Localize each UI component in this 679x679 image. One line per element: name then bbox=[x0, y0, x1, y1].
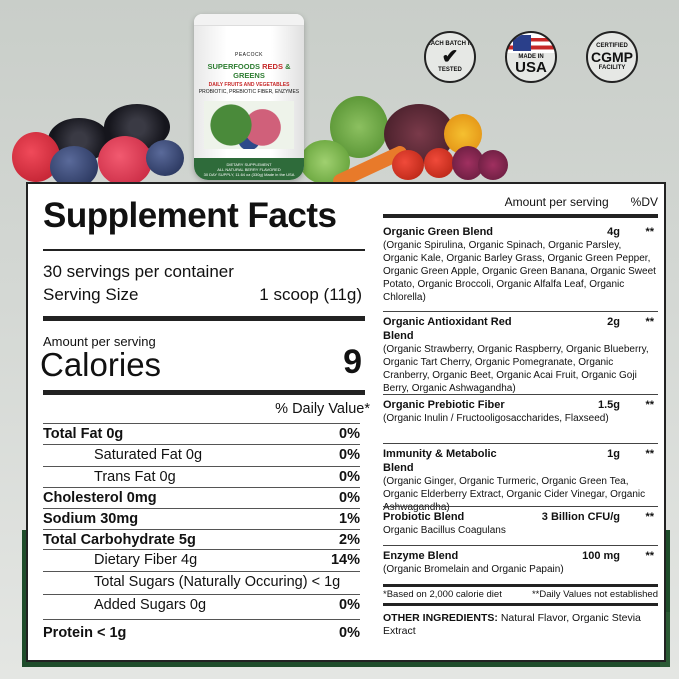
supplement-facts-panel bbox=[26, 182, 666, 662]
checkmark-icon: ✔ bbox=[441, 46, 459, 68]
blend-amount: 2g bbox=[607, 316, 620, 328]
blend-dv: ** bbox=[645, 550, 654, 562]
nutrient-dv: 0% bbox=[339, 469, 360, 485]
nutrient-label: Added Sugars 0g bbox=[94, 597, 207, 613]
nutrient-dv: 0% bbox=[339, 624, 360, 641]
blend-item: Probiotic Blend 3 Billion CFU/g ** Organic … bbox=[383, 510, 658, 537]
blend-amount: 100 mg bbox=[582, 550, 620, 562]
blend-name: Enzyme Blend bbox=[383, 550, 459, 562]
nutrient-row: Protein < 1g 0% bbox=[43, 619, 360, 645]
product-name: SUPERFOODS REDS & GREENS bbox=[207, 62, 291, 80]
blend-ingredients: (Organic Spirulina, Organic Spinach, Org… bbox=[383, 240, 656, 303]
blend-item: Immunity & Metabolic Blend 1g ** (Organic G… bbox=[383, 447, 658, 514]
nutrient-row: Cholesterol 0mg 0% bbox=[43, 487, 360, 508]
thick-divider bbox=[43, 390, 365, 395]
blend-ingredients: (Organic Bromelain and Organic Papain) bbox=[383, 564, 564, 575]
blend-item: Organic Antioxidant Red Blend 2g ** (Organi… bbox=[383, 315, 658, 395]
blend-name: Organic Prebiotic Fiber bbox=[383, 399, 505, 411]
calories-value: 9 bbox=[343, 343, 362, 381]
blend-ingredients: (Organic Ginger, Organic Turmeric, Organ… bbox=[383, 476, 646, 513]
nutrient-dv: 14% bbox=[330, 552, 360, 568]
divider bbox=[383, 545, 658, 546]
divider bbox=[383, 443, 658, 444]
thick-divider bbox=[383, 603, 658, 606]
nutrient-label: Total Carbohydrate 5g bbox=[43, 532, 196, 548]
blends-header: Amount per serving %DV bbox=[504, 195, 658, 209]
nutrient-label: Saturated Fat 0g bbox=[94, 447, 203, 463]
nutrient-row: Saturated Fat 0g 0% bbox=[43, 444, 360, 465]
other-ingredients: OTHER INGREDIENTS: Natural Flavor, Organ… bbox=[383, 612, 641, 637]
blend-dv: ** bbox=[645, 316, 654, 328]
product-subtitle: DAILY FRUITS AND VEGETABLES bbox=[208, 82, 290, 88]
nutrient-label: Total Sugars (Naturally Occuring) < 1g bbox=[94, 574, 341, 590]
product-tagline: PROBIOTIC, PREBIOTIC FIBER, ENZYMES bbox=[198, 89, 300, 95]
daily-value-header: % Daily Value* bbox=[275, 401, 370, 417]
nutrient-dv: 0% bbox=[339, 490, 360, 506]
nutrient-label: Protein < 1g bbox=[43, 624, 127, 641]
blend-amount: 3 Billion CFU/g bbox=[541, 511, 620, 523]
product-jar-image: PEACOCK SUPERFOODS REDS & GREENS DAILY F… bbox=[194, 14, 304, 180]
cgmp-badge: CERTIFIED CGMP FACILITY bbox=[586, 31, 638, 83]
nutrient-label: Total Fat 0g bbox=[43, 426, 124, 442]
nutrient-row: Sodium 30mg 1% bbox=[43, 508, 360, 529]
blend-item: Organic Green Blend 4g ** (Organic Spirulin… bbox=[383, 225, 658, 304]
blend-item: Enzyme Blend 100 mg ** (Organic Bromelain a… bbox=[383, 549, 658, 576]
us-flag-icon bbox=[513, 35, 531, 51]
calories-label: Calories bbox=[40, 346, 162, 383]
blend-name: Organic Green Blend bbox=[383, 226, 494, 238]
blend-name: Probiotic Blend bbox=[383, 511, 465, 523]
blend-item: Organic Prebiotic Fiber 1.5g ** (Organic In… bbox=[383, 398, 658, 425]
serving-size-value: 1 scoop (11g) bbox=[259, 285, 362, 304]
thick-divider bbox=[43, 316, 365, 321]
nutrient-row: Added Sugars 0g 0% bbox=[43, 594, 360, 615]
blend-ingredients: (Organic Strawberry, Organic Raspberry, … bbox=[383, 344, 649, 394]
nutrient-row: Total Carbohydrate 5g 2% bbox=[43, 529, 360, 550]
facts-title: Supplement Facts bbox=[43, 196, 337, 235]
batch-tested-badge: EACH BATCH IS ✔ TESTED bbox=[424, 31, 476, 83]
divider bbox=[383, 311, 658, 312]
amount-per-serving: Amount per serving bbox=[43, 334, 156, 349]
blend-name: Immunity & Metabolic Blend bbox=[383, 448, 497, 474]
blend-ingredients: Organic Bacillus Coagulans bbox=[383, 525, 506, 536]
blend-amount: 4g bbox=[607, 226, 620, 238]
nutrient-dv: 0% bbox=[339, 426, 360, 442]
blend-name: Organic Antioxidant Red Blend bbox=[383, 316, 512, 342]
nutrient-label: Trans Fat 0g bbox=[94, 469, 176, 485]
nutrient-dv: 1% bbox=[339, 511, 360, 527]
nutrient-label: Sodium 30mg bbox=[43, 511, 139, 527]
serving-size-label: Serving Size bbox=[43, 285, 139, 304]
blend-dv: ** bbox=[645, 226, 654, 238]
blend-ingredients: (Organic Inulin / Fructooligosaccharides… bbox=[383, 413, 609, 424]
nutrient-dv: 0% bbox=[339, 597, 360, 613]
jar-band: DIETARY SUPPLEMENT ALL NATURAL BERRY FLAV… bbox=[194, 158, 304, 180]
blend-dv: ** bbox=[645, 511, 654, 523]
nutrient-dv: 0% bbox=[339, 447, 360, 463]
blend-amount: 1g bbox=[607, 448, 620, 460]
servings-per-container: 30 servings per container bbox=[43, 262, 234, 281]
divider bbox=[383, 394, 658, 395]
thick-divider bbox=[383, 214, 658, 218]
divider bbox=[383, 506, 658, 507]
footnotes: *Based on 2,000 calorie diet **Daily Valu… bbox=[383, 589, 658, 600]
nutrient-row: Total Fat 0g 0% bbox=[43, 423, 360, 444]
nutrient-label: Cholesterol 0mg bbox=[43, 490, 157, 506]
thick-divider bbox=[383, 584, 658, 587]
nutrient-label: Dietary Fiber 4g bbox=[94, 552, 198, 568]
blend-dv: ** bbox=[645, 399, 654, 411]
nutrient-dv: 2% bbox=[339, 532, 360, 548]
brand-logo: PEACOCK bbox=[235, 52, 263, 58]
blend-amount: 1.5g bbox=[597, 399, 620, 411]
divider bbox=[43, 249, 365, 251]
nutrient-row: Dietary Fiber 4g 14% bbox=[43, 549, 360, 570]
nutrient-row: Trans Fat 0g 0% bbox=[43, 466, 360, 487]
made-in-usa-badge: MADE IN USA bbox=[505, 31, 557, 83]
blend-dv: ** bbox=[645, 448, 654, 460]
nutrient-row: Total Sugars (Naturally Occuring) < 1g bbox=[43, 571, 360, 592]
